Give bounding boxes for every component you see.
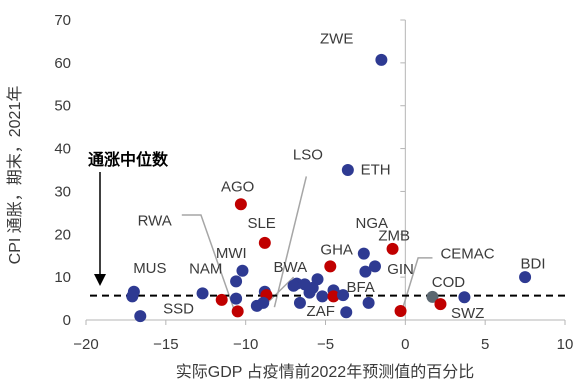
point-label: BWA bbox=[274, 259, 308, 276]
data-point bbox=[519, 271, 532, 284]
x-tick-label: −20 bbox=[73, 336, 98, 353]
y-tick-label: 10 bbox=[54, 269, 71, 286]
data-point bbox=[394, 305, 407, 317]
data-point bbox=[196, 287, 209, 300]
x-tick-label: −15 bbox=[153, 336, 178, 353]
point-label: BFA bbox=[346, 279, 374, 296]
point-label: AGO bbox=[221, 178, 254, 195]
data-point bbox=[341, 164, 354, 176]
data-points bbox=[126, 53, 532, 323]
x-tick-label: 5 bbox=[481, 336, 489, 353]
data-point bbox=[215, 293, 228, 306]
data-point bbox=[458, 291, 471, 304]
point-label: NAM bbox=[189, 261, 222, 278]
data-point bbox=[324, 260, 337, 273]
y-axis-title: CPI 通胀，期末，2021年 bbox=[6, 86, 24, 265]
median-label: 通涨中位数 bbox=[88, 150, 169, 169]
point-label: SWZ bbox=[451, 305, 484, 322]
y-tick-label: 20 bbox=[54, 226, 71, 243]
median-arrow-head bbox=[94, 274, 106, 286]
y-tick-label: 0 bbox=[63, 312, 71, 329]
data-point bbox=[327, 290, 340, 303]
data-point bbox=[231, 305, 244, 318]
leader-line bbox=[401, 257, 433, 311]
x-tick-label: −5 bbox=[317, 336, 334, 353]
point-label: SSD bbox=[163, 301, 194, 318]
point-label: SLE bbox=[247, 215, 275, 232]
point-label: ZAF bbox=[307, 303, 335, 320]
x-tick-label: −10 bbox=[233, 336, 258, 353]
median-line-group bbox=[90, 172, 565, 297]
data-point bbox=[362, 296, 375, 309]
point-label: MUS bbox=[133, 260, 166, 277]
data-point bbox=[287, 279, 300, 292]
point-label: RWA bbox=[138, 213, 172, 230]
data-point bbox=[257, 296, 270, 309]
data-point bbox=[258, 236, 271, 249]
data-point bbox=[126, 290, 139, 303]
data-point bbox=[230, 292, 243, 305]
y-tick-label: 50 bbox=[54, 98, 71, 115]
x-axis-title: 实际GDP 占疫情前2022年预测值的百分比 bbox=[176, 363, 474, 381]
data-point bbox=[357, 247, 370, 260]
data-point bbox=[236, 264, 249, 277]
point-label: MWI bbox=[216, 245, 247, 262]
y-tick-label: 30 bbox=[54, 183, 71, 200]
data-point bbox=[375, 53, 388, 66]
data-point bbox=[134, 310, 147, 323]
chart-axes: −20 −15 −10 −5 0 5 10 0 10 20 30 40 50 60 70 bbox=[54, 12, 573, 353]
data-point bbox=[434, 298, 447, 311]
point-label: GIN bbox=[387, 261, 414, 278]
point-label: BDI bbox=[521, 256, 546, 273]
point-label: CEMAC bbox=[440, 246, 494, 263]
leader-line bbox=[273, 176, 308, 308]
point-label: LSO bbox=[293, 146, 323, 163]
x-tick-label: 0 bbox=[401, 336, 409, 353]
data-point bbox=[426, 290, 439, 303]
point-label: ZWE bbox=[320, 31, 353, 48]
point-label: COD bbox=[432, 274, 466, 291]
data-point bbox=[234, 198, 247, 211]
data-point bbox=[230, 275, 243, 288]
y-tick-label: 40 bbox=[54, 141, 71, 158]
y-tick-label: 70 bbox=[54, 12, 71, 29]
data-point bbox=[340, 306, 353, 319]
data-point bbox=[386, 242, 399, 255]
point-label: ZMB bbox=[378, 228, 410, 245]
data-point bbox=[368, 260, 381, 273]
data-point bbox=[303, 286, 316, 299]
point-label: NGA bbox=[356, 215, 389, 232]
leader-line bbox=[181, 214, 236, 311]
data-point bbox=[293, 296, 306, 309]
y-tick-label: 60 bbox=[54, 55, 71, 72]
point-label: ETH bbox=[361, 161, 391, 178]
point-label: GHA bbox=[320, 241, 353, 258]
data-point bbox=[316, 290, 329, 303]
x-tick-label: 10 bbox=[557, 336, 574, 353]
data-point bbox=[359, 265, 372, 278]
data-point bbox=[337, 289, 350, 302]
